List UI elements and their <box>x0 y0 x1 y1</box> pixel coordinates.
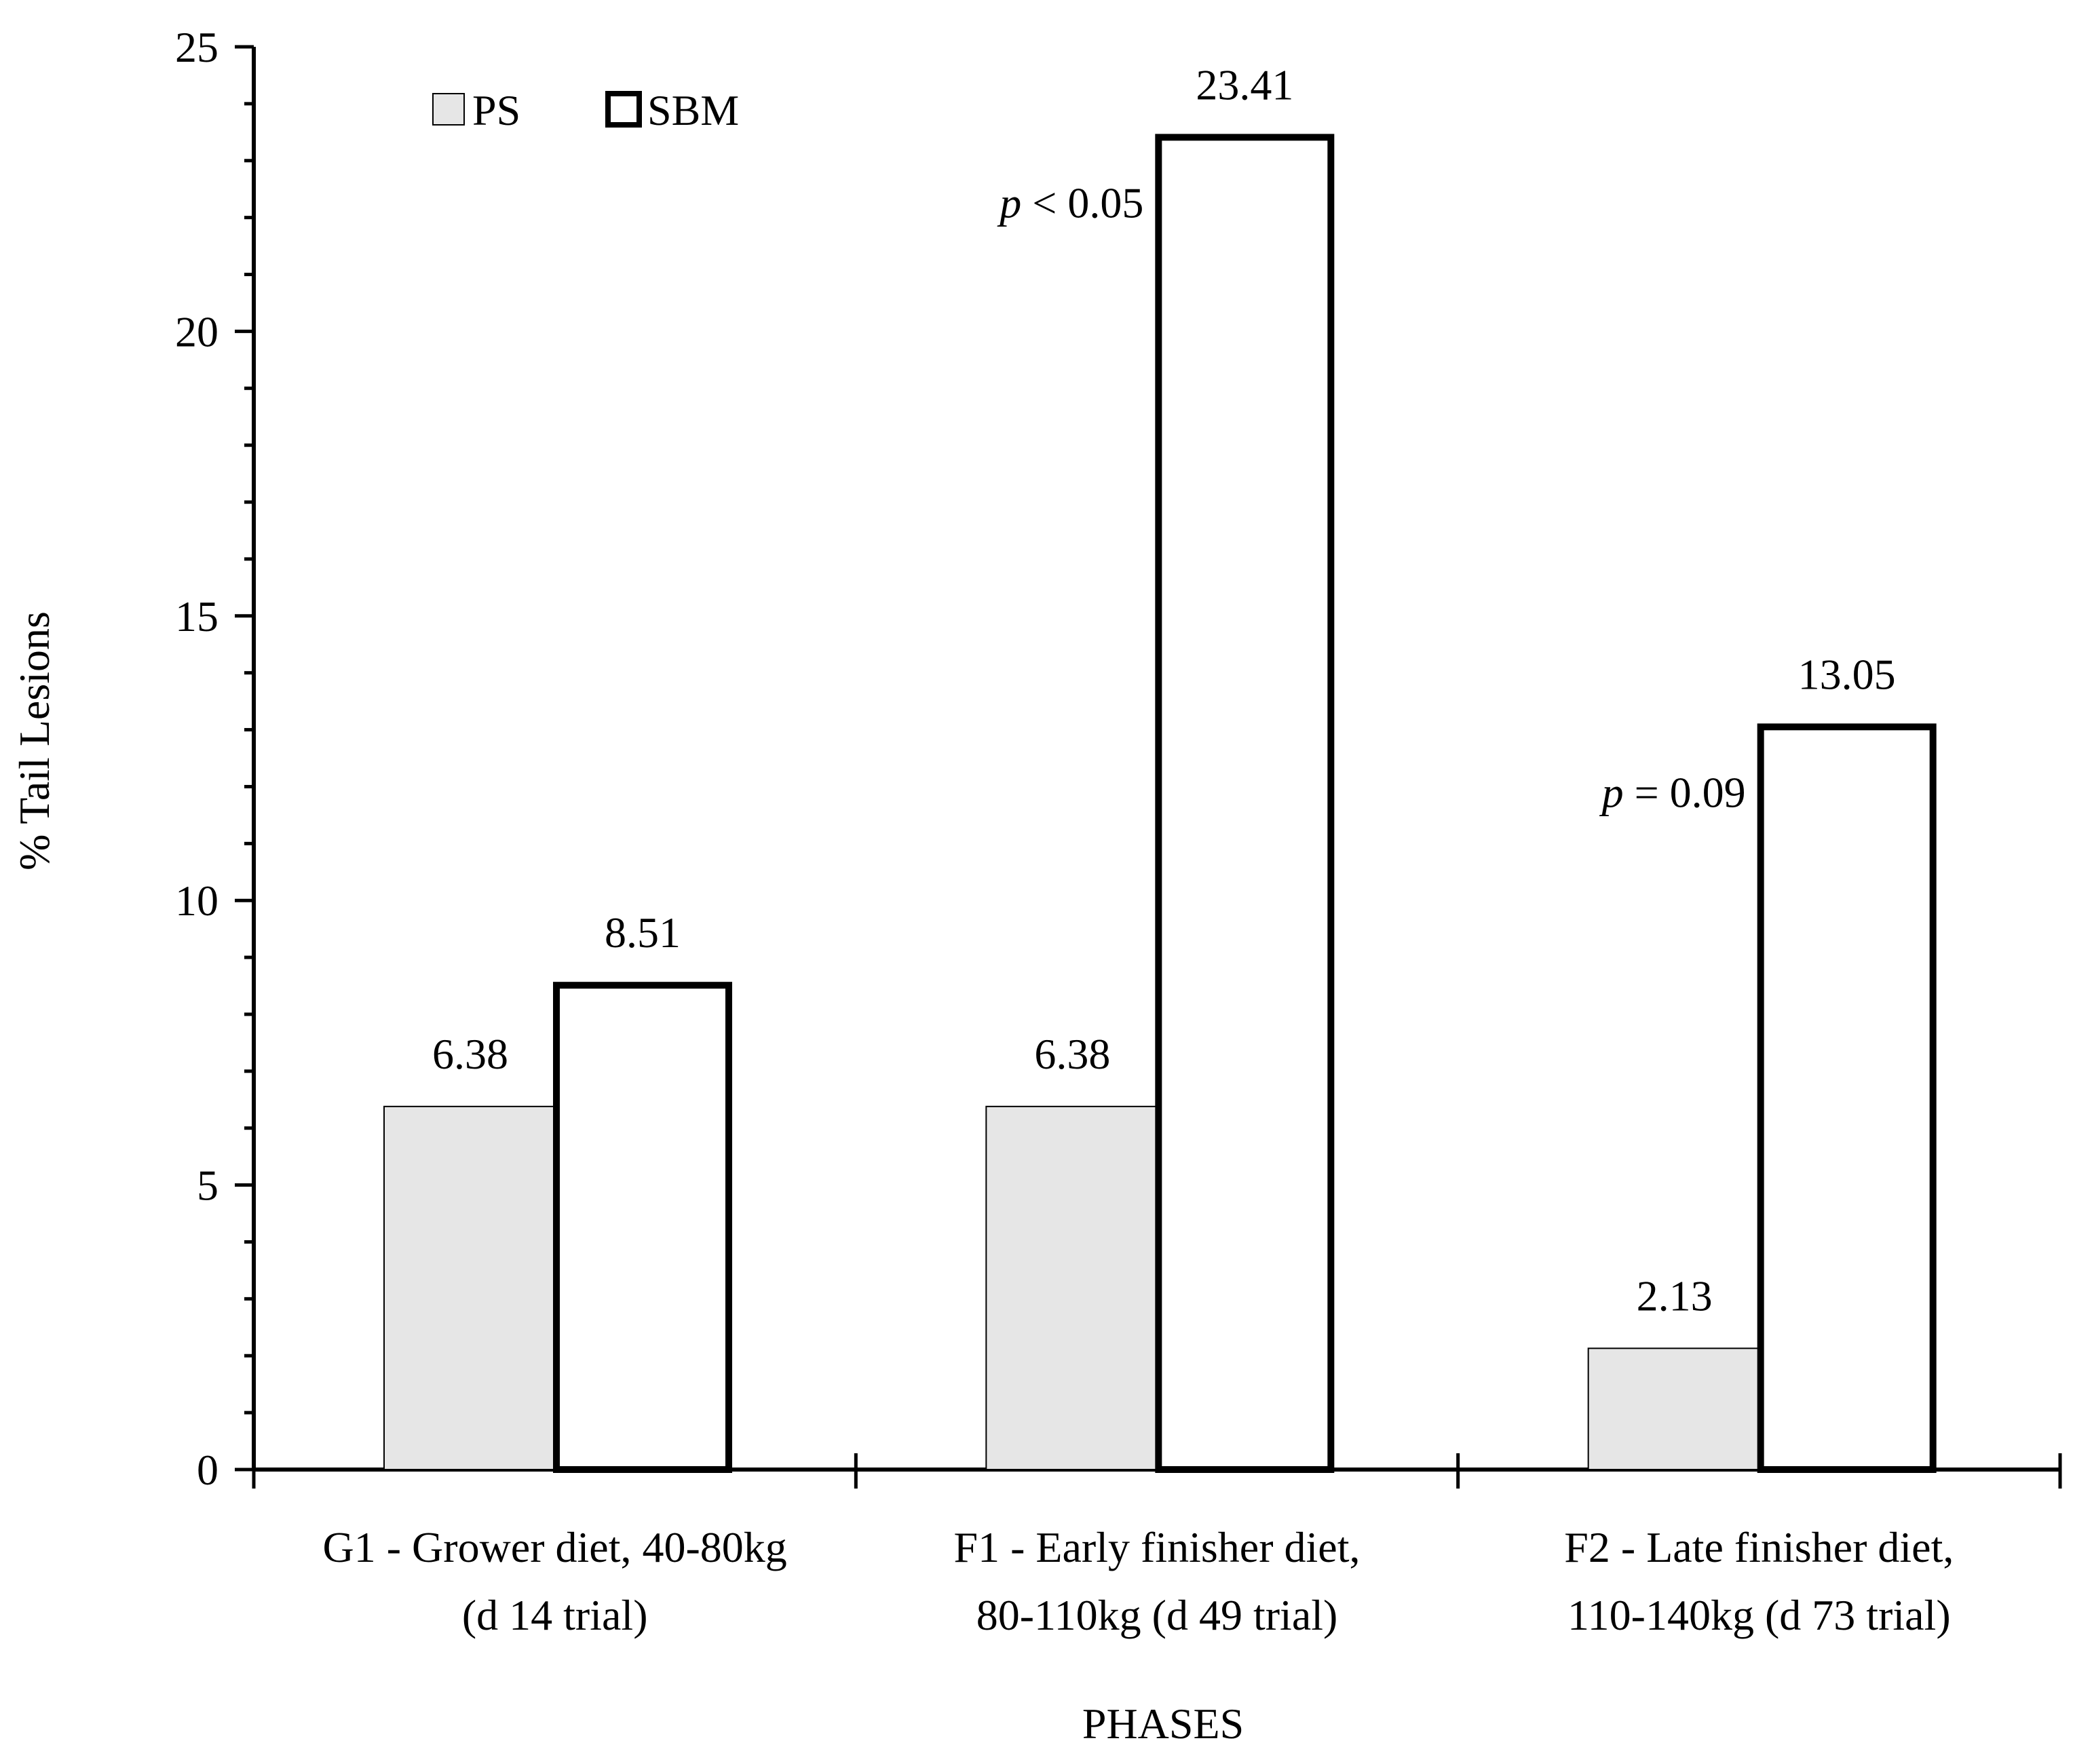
y-tick-label: 0 <box>197 1446 218 1494</box>
y-axis-title: % Tail Lesions <box>10 611 58 870</box>
y-tick-label: 25 <box>175 23 218 71</box>
sbm-value-label: 8.51 <box>605 908 681 957</box>
y-tick-label: 10 <box>175 877 218 925</box>
sbm-bar <box>1155 134 1335 1474</box>
ps-bar <box>1587 1347 1762 1470</box>
p-value-annotation: p = 0.09 <box>1599 768 1746 816</box>
ps-value-label: 6.38 <box>1034 1030 1110 1078</box>
x-category-label: F2 - Late finisher diet, <box>1564 1523 1954 1571</box>
x-axis-title: PHASES <box>1082 1700 1244 1748</box>
ps-value-label: 6.38 <box>432 1030 508 1078</box>
ps-legend-swatch <box>432 93 465 126</box>
sbm-legend-swatch <box>605 91 642 128</box>
x-category-label: 80-110kg (d 49 trial) <box>976 1591 1338 1639</box>
sbm-legend-label: SBM <box>647 86 739 134</box>
ps-legend-label: PS <box>472 86 520 134</box>
y-tick-label: 5 <box>197 1162 218 1210</box>
p-value-annotation: p < 0.05 <box>997 178 1143 227</box>
y-tick-label: 20 <box>175 307 218 356</box>
p-value-text: = 0.09 <box>1624 768 1746 816</box>
p-symbol: p <box>1599 768 1624 816</box>
legend: PS SBM <box>432 86 739 134</box>
labels: G1 - Grower diet, 40-80kg (d 14 trial) F1 … <box>323 60 1954 1639</box>
x-category-label: (d 14 trial) <box>462 1591 648 1639</box>
p-symbol: p <box>997 178 1021 227</box>
sbm-value-label: 13.05 <box>1798 650 1896 698</box>
sbm-value-label: 23.41 <box>1196 60 1293 109</box>
x-category-label: 110-140kg (d 73 trial) <box>1567 1591 1951 1639</box>
ps-value-label: 2.13 <box>1637 1271 1713 1320</box>
x-category-label: F1 - Early finisher diet, <box>954 1523 1361 1571</box>
sbm-bar <box>553 982 732 1473</box>
ps-bar <box>985 1105 1160 1470</box>
ps-bar <box>383 1105 557 1470</box>
p-value-text: < 0.05 <box>1021 178 1143 227</box>
x-category-label: G1 - Grower diet, 40-80kg <box>323 1523 787 1571</box>
y-tick-label: 15 <box>175 592 218 640</box>
bars <box>383 134 1937 1474</box>
sbm-bar <box>1757 723 1937 1473</box>
